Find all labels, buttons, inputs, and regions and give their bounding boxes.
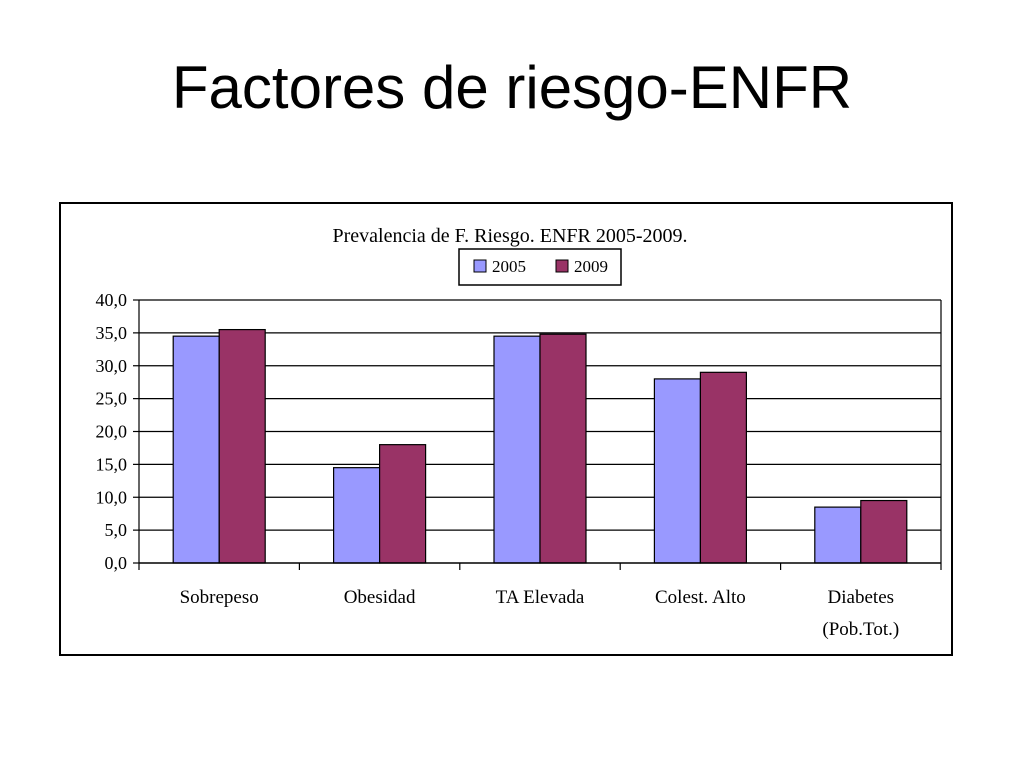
bar-2009-0: [218, 328, 266, 564]
y-tick-label: 10,0: [96, 487, 128, 507]
chart-title: Prevalencia de F. Riesgo. ENFR 2005-2009…: [332, 225, 687, 247]
x-tick-label: TA Elevada: [496, 587, 585, 608]
x-tick-label: Sobrepeso: [180, 587, 259, 608]
y-tick-label: 5,0: [105, 520, 128, 540]
bar-2005-4: [814, 506, 862, 564]
y-tick-label: 15,0: [96, 454, 128, 474]
x-tick-label: Diabetes: [828, 587, 894, 608]
legend-label-2009: 2009: [574, 257, 608, 276]
bar-2005-2: [493, 335, 541, 564]
bar-2005-1: [333, 467, 381, 564]
bar-chart: Prevalencia de F. Riesgo. ENFR 2005-2009…: [96, 225, 942, 640]
bar-2009-1: [379, 444, 427, 564]
y-tick-label: 30,0: [96, 356, 128, 376]
bar-2009-2: [539, 333, 587, 564]
legend-label-2005: 2005: [492, 257, 526, 276]
y-tick-label: 20,0: [96, 422, 128, 442]
y-tick-label: 0,0: [105, 553, 128, 573]
chart-frame: Prevalencia de F. Riesgo. ENFR 2005-2009…: [59, 202, 953, 656]
bar-2005-0: [172, 335, 220, 564]
x-tick-label: Obesidad: [344, 587, 416, 608]
bar-2009-4: [860, 499, 908, 564]
y-tick-label: 35,0: [96, 323, 128, 343]
chart-legend: 2005 2009: [458, 248, 622, 286]
x-tick-label: (Pob.Tot.): [822, 619, 899, 640]
y-tick-label: 25,0: [96, 389, 128, 409]
bar-2005-3: [653, 378, 702, 564]
legend-swatch-2009: [555, 259, 569, 273]
slide-title: Factores de riesgo-ENFR: [171, 54, 853, 121]
y-tick-label: 40,0: [96, 290, 128, 310]
x-tick-label: Colest. Alto: [655, 587, 746, 608]
legend-swatch-2005: [473, 259, 487, 273]
bar-2009-3: [699, 371, 748, 564]
